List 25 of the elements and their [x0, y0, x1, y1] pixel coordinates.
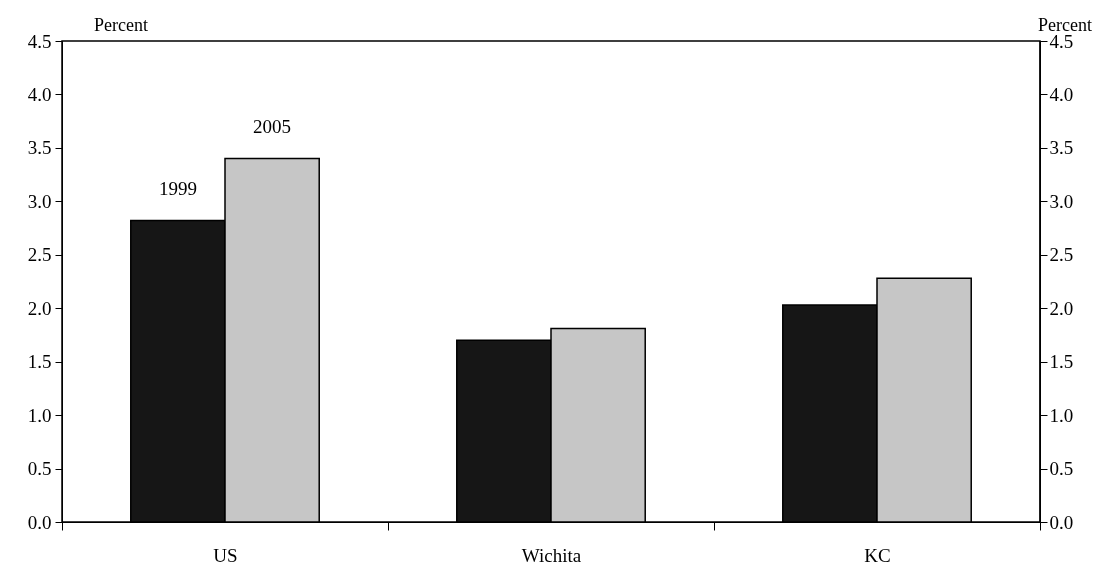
y2-tick-label: 1.5	[1049, 351, 1074, 373]
y2-tick-label: 0.5	[1049, 458, 1074, 480]
y2-tick-label: 2.5	[1049, 244, 1074, 266]
series-label: 2005	[253, 115, 292, 137]
y-tick-label: 1.5	[27, 351, 52, 373]
y-tick-label: 0.0	[27, 511, 52, 533]
x-tick-label: Wichita	[521, 544, 582, 566]
y-tick-label: 3.5	[27, 137, 52, 159]
y2-tick-label: 3.5	[1049, 137, 1074, 159]
y-tick-label: 2.5	[27, 244, 52, 266]
y2-tick-label: 3.0	[1049, 190, 1074, 212]
y-tick-label: 4.0	[27, 83, 52, 105]
y2-tick-label: 2.0	[1049, 297, 1074, 319]
y2-tick-label: 1.0	[1049, 404, 1074, 426]
series-label: 1999	[158, 177, 197, 199]
y-tick-label: 3.0	[27, 190, 52, 212]
y2-tick-label: 0.0	[1049, 511, 1074, 533]
y-tick-label: 1.0	[27, 404, 52, 426]
x-tick-label: KC	[864, 544, 891, 566]
y-tick-label: 0.5	[27, 458, 52, 480]
x-tick-label: US	[213, 544, 238, 566]
y-tick-label: 4.5	[27, 30, 52, 52]
y2-tick-label: 4.0	[1049, 83, 1074, 105]
y-tick-label: 2.0	[27, 297, 52, 319]
y-axis-title: Percent	[94, 15, 148, 35]
